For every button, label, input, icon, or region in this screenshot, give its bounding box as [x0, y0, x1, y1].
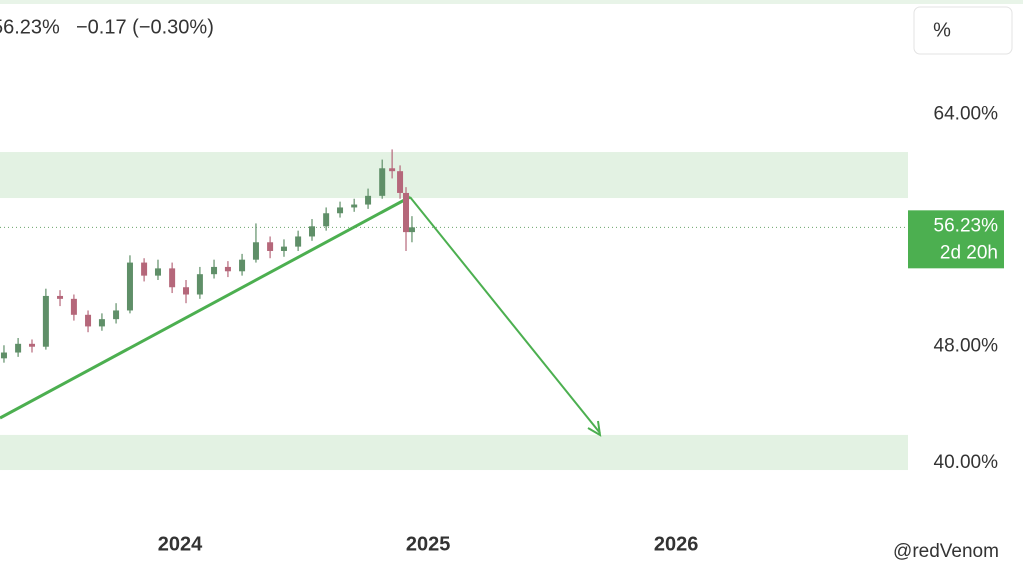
- candle-body: [70, 298, 77, 315]
- candle-body: [224, 266, 231, 272]
- candle-body: [239, 259, 246, 272]
- y-tick-label: 48.00%: [934, 336, 999, 357]
- candle-body: [183, 287, 190, 295]
- x-tick-label: 2025: [406, 533, 451, 555]
- zone: [0, 434, 908, 471]
- y-tick-label: 40.00%: [934, 452, 999, 473]
- candle-body: [0, 352, 7, 359]
- candle-body: [154, 268, 161, 276]
- candle-body: [141, 262, 148, 276]
- candle-body: [196, 274, 203, 295]
- candle-body: [408, 227, 415, 233]
- candle-body: [389, 168, 396, 172]
- candle-body: [42, 295, 49, 347]
- zone: [0, 152, 908, 199]
- top-strip: [0, 0, 1023, 4]
- y-tick-label: 64.00%: [934, 104, 999, 125]
- candle-body: [337, 207, 344, 214]
- arrow-head: [587, 420, 602, 437]
- candle-body: [280, 246, 287, 251]
- candle-body: [403, 192, 410, 233]
- countdown: 2d 20h: [940, 242, 998, 263]
- header-change: −0.17 (−0.30%): [76, 16, 214, 38]
- candle-body: [295, 236, 302, 247]
- x-tick-label: 2026: [654, 533, 699, 555]
- candle-body: [323, 213, 330, 227]
- candle-body: [267, 242, 274, 251]
- x-tick-label: 2024: [158, 533, 203, 555]
- candle-body: [169, 268, 176, 288]
- projection-arrow: [409, 196, 601, 434]
- candle-body: [57, 295, 64, 299]
- watermark: @redVenom: [893, 541, 999, 562]
- price-badge: [908, 210, 1004, 269]
- price-label: 56.23%: [934, 215, 999, 236]
- trend-line: [0, 195, 411, 420]
- candle-body: [211, 266, 218, 275]
- candle-body: [85, 314, 92, 327]
- candle-body: [28, 343, 35, 347]
- candle-body: [309, 226, 316, 237]
- candle-body: [252, 242, 259, 260]
- candle-body: [365, 195, 372, 205]
- header-last: 56.23%: [0, 16, 60, 38]
- unit-button-label[interactable]: %: [933, 19, 951, 41]
- candle-body: [397, 171, 404, 193]
- candle-body: [113, 310, 120, 320]
- candle-body: [351, 204, 358, 208]
- candle-body: [15, 343, 22, 353]
- candle-body: [126, 262, 133, 311]
- unit-button[interactable]: [913, 6, 1013, 55]
- candle-body: [379, 168, 386, 196]
- candle-body: [98, 319, 105, 327]
